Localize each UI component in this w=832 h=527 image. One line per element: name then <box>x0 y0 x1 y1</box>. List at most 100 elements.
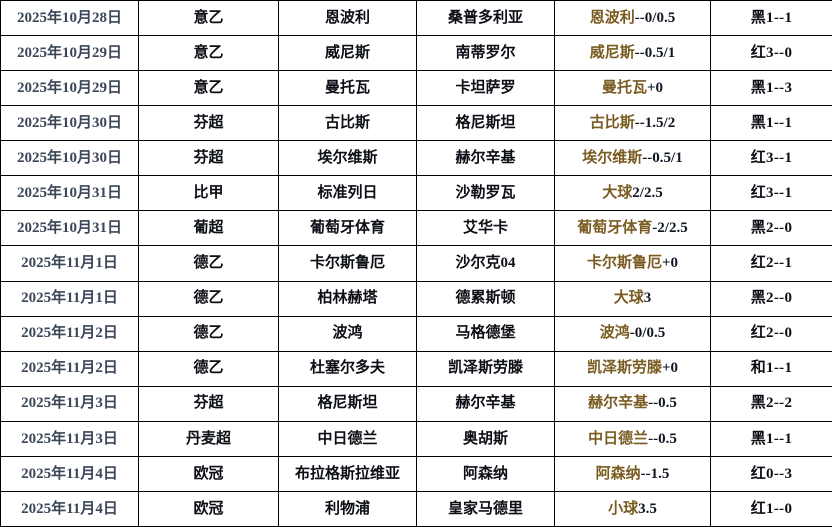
cell-result[interactable]: 红2--1 <box>710 245 832 282</box>
cell-date[interactable]: 2025年11月4日 <box>0 490 139 527</box>
cell-handicap[interactable]: 曼托瓦+0 <box>554 70 711 107</box>
cell-home-team[interactable]: 中日德兰 <box>278 420 417 457</box>
handicap-line-text: +0 <box>661 360 679 377</box>
cell-league[interactable]: 芬超 <box>138 105 279 142</box>
cell-handicap[interactable]: 阿森纳--1.5 <box>554 455 711 492</box>
cell-result[interactable]: 红1--0 <box>710 490 832 527</box>
handicap-team-text: 葡萄牙体育 <box>577 220 653 237</box>
handicap-team-text: 大球 <box>602 185 633 202</box>
cell-date[interactable]: 2025年11月2日 <box>0 315 139 352</box>
cell-home-team[interactable]: 布拉格斯拉维亚 <box>278 455 417 492</box>
cell-date[interactable]: 2025年10月30日 <box>0 140 139 177</box>
cell-handicap[interactable]: 大球3 <box>554 280 711 317</box>
cell-handicap[interactable]: 埃尔维斯--0.5/1 <box>554 140 711 177</box>
cell-handicap[interactable]: 大球2/2.5 <box>554 175 711 212</box>
cell-handicap[interactable]: 凯泽斯劳滕+0 <box>554 350 711 387</box>
cell-date[interactable]: 2025年11月1日 <box>0 280 139 317</box>
cell-league[interactable]: 德乙 <box>138 245 279 282</box>
cell-date[interactable]: 2025年10月29日 <box>0 35 139 72</box>
cell-handicap[interactable]: 卡尔斯鲁厄+0 <box>554 245 711 282</box>
cell-date[interactable]: 2025年10月29日 <box>0 70 139 107</box>
cell-date[interactable]: 2025年11月2日 <box>0 350 139 387</box>
cell-home-team[interactable]: 标准列日 <box>278 175 417 212</box>
cell-date[interactable]: 2025年10月31日 <box>0 175 139 212</box>
cell-away-team[interactable]: 德累斯顿 <box>416 280 555 317</box>
handicap-team-text: 威尼斯 <box>589 44 635 61</box>
cell-result[interactable]: 黑1--1 <box>710 105 832 142</box>
cell-home-team[interactable]: 恩波利 <box>278 0 417 37</box>
cell-away-team[interactable]: 奥胡斯 <box>416 420 555 457</box>
cell-handicap[interactable]: 威尼斯--0.5/1 <box>554 35 711 72</box>
cell-result[interactable]: 红3--1 <box>710 175 832 212</box>
cell-home-team[interactable]: 葡萄牙体育 <box>278 210 417 247</box>
cell-league[interactable]: 德乙 <box>138 280 279 317</box>
cell-away-team[interactable]: 马格德堡 <box>416 315 555 352</box>
cell-away-team[interactable]: 沙勒罗瓦 <box>416 175 555 212</box>
cell-date[interactable]: 2025年10月28日 <box>0 0 139 37</box>
cell-home-team[interactable]: 曼托瓦 <box>278 70 417 107</box>
cell-league[interactable]: 葡超 <box>138 210 279 247</box>
cell-league[interactable]: 欧冠 <box>138 455 279 492</box>
cell-away-team[interactable]: 阿森纳 <box>416 455 555 492</box>
cell-home-team[interactable]: 波鸿 <box>278 315 417 352</box>
handicap-line-text: --1.5 <box>640 465 670 482</box>
cell-league[interactable]: 芬超 <box>138 385 279 422</box>
cell-home-team[interactable]: 古比斯 <box>278 105 417 142</box>
cell-league[interactable]: 意乙 <box>138 70 279 107</box>
cell-result[interactable]: 黑1--1 <box>710 420 832 457</box>
table-row: 2025年10月29日 意乙 威尼斯 南蒂罗尔 威尼斯--0.5/1 红3--0 <box>0 35 832 72</box>
cell-handicap[interactable]: 葡萄牙体育-2/2.5 <box>554 210 711 247</box>
cell-home-team[interactable]: 格尼斯坦 <box>278 385 417 422</box>
cell-league[interactable]: 意乙 <box>138 0 279 37</box>
cell-result[interactable]: 红0--3 <box>710 455 832 492</box>
cell-away-team[interactable]: 卡坦萨罗 <box>416 70 555 107</box>
cell-away-team[interactable]: 凯泽斯劳滕 <box>416 350 555 387</box>
cell-league[interactable]: 丹麦超 <box>138 420 279 457</box>
cell-away-team[interactable]: 赫尔辛基 <box>416 140 555 177</box>
cell-handicap[interactable]: 中日德兰--0.5 <box>554 420 711 457</box>
cell-result[interactable]: 红3--0 <box>710 35 832 72</box>
table-row: 2025年11月1日 德乙 柏林赫塔 德累斯顿 大球3 黑2--0 <box>0 280 832 317</box>
cell-handicap[interactable]: 波鸿-0/0.5 <box>554 315 711 352</box>
cell-away-team[interactable]: 艾华卡 <box>416 210 555 247</box>
cell-date[interactable]: 2025年11月4日 <box>0 455 139 492</box>
cell-home-team[interactable]: 柏林赫塔 <box>278 280 417 317</box>
cell-result[interactable]: 和1--1 <box>710 350 832 387</box>
cell-result[interactable]: 红3--1 <box>710 140 832 177</box>
cell-away-team[interactable]: 格尼斯坦 <box>416 105 555 142</box>
cell-handicap[interactable]: 古比斯--1.5/2 <box>554 105 711 142</box>
cell-result[interactable]: 黑2--2 <box>710 385 832 422</box>
cell-away-team[interactable]: 赫尔辛基 <box>416 385 555 422</box>
cell-league[interactable]: 意乙 <box>138 35 279 72</box>
cell-league[interactable]: 德乙 <box>138 350 279 387</box>
cell-date[interactable]: 2025年10月31日 <box>0 210 139 247</box>
cell-home-team[interactable]: 埃尔维斯 <box>278 140 417 177</box>
cell-league[interactable]: 比甲 <box>138 175 279 212</box>
cell-result[interactable]: 黑1--1 <box>710 0 832 37</box>
cell-result[interactable]: 黑2--0 <box>710 210 832 247</box>
cell-date[interactable]: 2025年11月3日 <box>0 420 139 457</box>
cell-home-team[interactable]: 利物浦 <box>278 490 417 527</box>
cell-home-team[interactable]: 威尼斯 <box>278 35 417 72</box>
cell-handicap[interactable]: 赫尔辛基--0.5 <box>554 385 711 422</box>
cell-away-team[interactable]: 皇家马德里 <box>416 490 555 527</box>
cell-away-team[interactable]: 沙尔克04 <box>416 245 555 282</box>
cell-result[interactable]: 黑1--3 <box>710 70 832 107</box>
handicap-line-text: --0.5/1 <box>634 44 676 61</box>
cell-date[interactable]: 2025年10月30日 <box>0 105 139 142</box>
cell-date[interactable]: 2025年11月1日 <box>0 245 139 282</box>
cell-date[interactable]: 2025年11月3日 <box>0 385 139 422</box>
cell-away-team[interactable]: 南蒂罗尔 <box>416 35 555 72</box>
cell-handicap[interactable]: 小球3.5 <box>554 490 711 527</box>
cell-result[interactable]: 黑2--0 <box>710 280 832 317</box>
cell-handicap[interactable]: 恩波利--0/0.5 <box>554 0 711 37</box>
cell-league[interactable]: 欧冠 <box>138 490 279 527</box>
cell-home-team[interactable]: 杜塞尔多夫 <box>278 350 417 387</box>
cell-league[interactable]: 芬超 <box>138 140 279 177</box>
handicap-team-text: 大球 <box>613 290 644 307</box>
cell-result[interactable]: 红2--0 <box>710 315 832 352</box>
cell-league[interactable]: 德乙 <box>138 315 279 352</box>
cell-home-team[interactable]: 卡尔斯鲁厄 <box>278 245 417 282</box>
cell-away-team[interactable]: 桑普多利亚 <box>416 0 555 37</box>
